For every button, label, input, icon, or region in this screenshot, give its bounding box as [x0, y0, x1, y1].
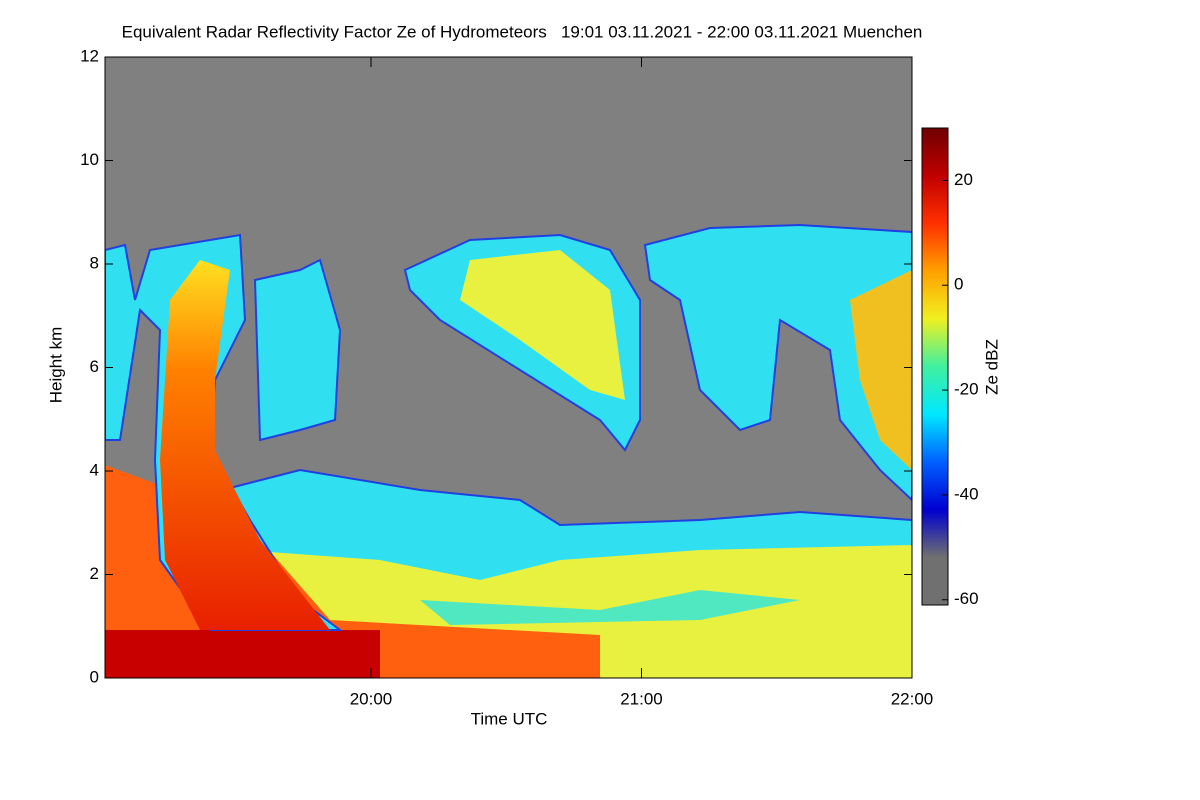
melting-layer: [105, 630, 380, 678]
y-tick-label: 8: [90, 253, 99, 272]
colorbar-tick-label: -40: [954, 484, 979, 503]
colorbar-tick-label: -20: [954, 380, 979, 399]
colorbar-tick-label: -60: [954, 589, 979, 608]
y-tick-label: 4: [90, 460, 99, 479]
colorbar-tick-label: 0: [954, 275, 963, 294]
x-tick-label: 21:00: [620, 689, 663, 708]
x-tick-label: 22:00: [891, 689, 934, 708]
x-axis-label: Time UTC: [471, 709, 548, 728]
colorbar-label: Ze dBZ: [982, 339, 1001, 395]
y-tick-label: 6: [90, 357, 99, 376]
upper-cloud-2: [253, 258, 342, 442]
y-tick-label: 2: [90, 564, 99, 583]
y-tick-label: 12: [80, 46, 99, 65]
x-tick-label: 20:00: [350, 689, 393, 708]
plume: [160, 260, 330, 630]
y-axis-label: Height km: [46, 327, 65, 404]
y-tick-label: 10: [80, 150, 99, 169]
chart-title: Equivalent Radar Reflectivity Factor Ze …: [122, 22, 923, 41]
radar-field: [105, 223, 912, 678]
y-tick-label: 0: [90, 667, 99, 686]
low-cloud-detail: [420, 590, 800, 625]
colorbar: [921, 127, 949, 606]
upper-cloud-4-core: [850, 270, 912, 470]
colorbar-tick-label: 20: [954, 170, 973, 189]
upper-cloud-4: [643, 223, 912, 502]
upper-cloud-3-core: [460, 250, 625, 400]
